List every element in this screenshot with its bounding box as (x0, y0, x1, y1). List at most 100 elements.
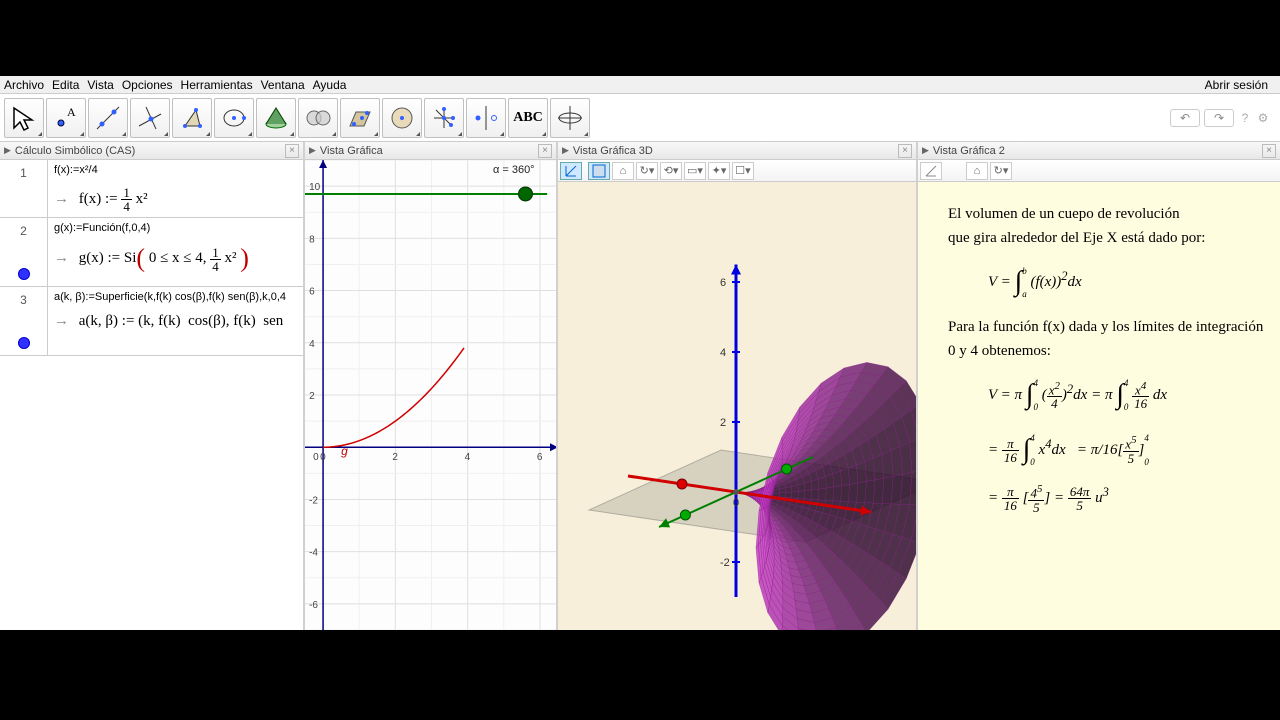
text-p3: Para la función f(x) dada y los límites … (948, 315, 1264, 339)
undo-button[interactable]: ↶ (1170, 109, 1200, 127)
close-icon[interactable]: × (898, 144, 912, 158)
tool-point[interactable]: A (46, 98, 86, 138)
clip-button[interactable]: ✦▾ (708, 162, 730, 180)
tool-pyramid[interactable] (382, 98, 422, 138)
pane-view3d: ▶ Vista Gráfica 3D × ⌂ ↻▾ ⟲▾ ▭▾ ✦▾ ☐▾ -2… (558, 142, 918, 630)
menu-opciones[interactable]: Opciones (122, 78, 173, 92)
svg-text:2: 2 (392, 452, 398, 463)
svg-text:4: 4 (720, 347, 726, 359)
collapse-icon[interactable]: ▶ (562, 145, 569, 156)
home-button[interactable]: ⌂ (966, 162, 988, 180)
help-icon[interactable]: ? (1238, 111, 1252, 125)
svg-text:8: 8 (309, 234, 315, 245)
svg-text:-4: -4 (309, 548, 318, 559)
cas-input[interactable]: f(x):=x²/4 (54, 164, 297, 176)
menu-vista[interactable]: Vista (87, 78, 113, 92)
tool-plane[interactable] (340, 98, 380, 138)
capture-button[interactable]: ↻▾ (990, 162, 1012, 180)
pane-view2-title: Vista Gráfica 2 (933, 145, 1005, 157)
app-window: Archivo Edita Vista Opciones Herramienta… (0, 76, 1280, 630)
toolbar: A ABC ↶ ↷ ? ⚙ (0, 94, 1280, 142)
pane-graph-title: Vista Gráfica (320, 145, 383, 157)
formula-step2: = π16 ∫40 x4dx = π/16[x55]40 (988, 428, 1264, 473)
text-p2: que gira alrededor del Eje X está dado p… (948, 226, 1264, 250)
pane-cas-title: Cálculo Simbólico (CAS) (15, 145, 135, 157)
menu-ventana[interactable]: Ventana (261, 78, 305, 92)
svg-text:-2: -2 (309, 495, 318, 506)
close-icon[interactable]: × (538, 144, 552, 158)
graph2d-canvas[interactable]: 0 2 4 6 -6 -4 -2 2 4 6 8 10 0 g α = 360° (305, 160, 556, 630)
cas-row[interactable]: 1f(x):=x²/4→ f(x) := 14 x² (0, 160, 303, 218)
svg-text:4: 4 (465, 452, 471, 463)
redo-button[interactable]: ↷ (1204, 109, 1234, 127)
settings-icon[interactable]: ⚙ (1256, 111, 1270, 125)
view3d-canvas[interactable]: -2 2 4 6 0 (558, 182, 916, 630)
tool-circle[interactable] (214, 98, 254, 138)
visibility-dot[interactable] (18, 268, 30, 280)
cas-input[interactable]: a(k, β):=Superficie(k,f(k) cos(β),f(k) s… (54, 291, 297, 303)
cas-output: → f(x) := 14 x² (54, 186, 297, 213)
pane-cas-header: ▶ Cálculo Simbólico (CAS) × (0, 142, 303, 160)
formula-general: V = ∫ba (f(x))2dx (988, 260, 1264, 305)
projection-button[interactable]: ▭▾ (684, 162, 706, 180)
view2-toolbar: ⌂ ↻▾ (918, 160, 1280, 182)
tool-text[interactable]: ABC (508, 98, 548, 138)
visibility-dot[interactable] (18, 337, 30, 349)
menu-edita[interactable]: Edita (52, 78, 79, 92)
menu-archivo[interactable]: Archivo (4, 78, 44, 92)
text-content: El volumen de un cuepo de revolución que… (918, 182, 1280, 630)
svg-text:2: 2 (309, 391, 315, 402)
tool-line[interactable] (88, 98, 128, 138)
collapse-icon[interactable]: ▶ (922, 145, 929, 156)
capture-button[interactable]: ↻▾ (636, 162, 658, 180)
cas-input[interactable]: g(x):=Función(f,0,4) (54, 222, 297, 234)
axes-toggle[interactable] (560, 162, 582, 180)
cas-row[interactable]: 3a(k, β):=Superficie(k,f(k) cos(β),f(k) … (0, 287, 303, 356)
svg-text:10: 10 (309, 182, 321, 193)
tool-polygon[interactable] (172, 98, 212, 138)
svg-text:0: 0 (320, 452, 326, 463)
view-button[interactable]: ☐▾ (732, 162, 754, 180)
cas-body: 1f(x):=x²/4→ f(x) := 14 x²2g(x):=Función… (0, 160, 303, 630)
formula-step1: V = π ∫40 (x24)2dx = π ∫40 x416 dx (988, 373, 1264, 418)
svg-text:0: 0 (733, 497, 739, 509)
view3d-toolbar: ⌂ ↻▾ ⟲▾ ▭▾ ✦▾ ☐▾ (558, 160, 916, 182)
pane-graph: ▶ Vista Gráfica × 0 2 4 6 -6 -4 -2 2 4 6 8 10 0 g α = … (305, 142, 558, 630)
tool-intersect-surfaces[interactable] (256, 98, 296, 138)
tool-reflect[interactable] (466, 98, 506, 138)
close-icon[interactable]: × (285, 144, 299, 158)
svg-text:6: 6 (537, 452, 543, 463)
close-icon[interactable]: × (1262, 144, 1276, 158)
formula-result: = π16 [455] = 64π5 u3 (988, 482, 1264, 513)
pane-view2: ▶ Vista Gráfica 2 × ⌂ ↻▾ El volumen de u… (918, 142, 1280, 630)
pane-view3d-title: Vista Gráfica 3D (573, 145, 653, 157)
svg-text:g: g (341, 444, 348, 458)
home-button[interactable]: ⌂ (612, 162, 634, 180)
svg-text:6: 6 (720, 277, 726, 289)
menu-herramientas[interactable]: Herramientas (181, 78, 253, 92)
tool-sphere[interactable] (298, 98, 338, 138)
text-p1: El volumen de un cuepo de revolución (948, 202, 1264, 226)
axes-toggle[interactable] (920, 162, 942, 180)
svg-text:0: 0 (313, 452, 319, 463)
svg-text:2: 2 (720, 417, 726, 429)
svg-text:-6: -6 (309, 600, 318, 611)
svg-text:4: 4 (309, 339, 315, 350)
tool-perpendicular[interactable] (130, 98, 170, 138)
rotate-button[interactable]: ⟲▾ (660, 162, 682, 180)
grid-toggle[interactable] (588, 162, 610, 180)
collapse-icon[interactable]: ▶ (4, 145, 11, 156)
svg-text:6: 6 (309, 287, 315, 298)
svg-text:α = 360°: α = 360° (493, 164, 535, 176)
collapse-icon[interactable]: ▶ (309, 145, 316, 156)
pane-cas: ▶ Cálculo Simbólico (CAS) × 1f(x):=x²/4→… (0, 142, 305, 630)
tool-move[interactable] (4, 98, 44, 138)
tool-rotate-view[interactable] (550, 98, 590, 138)
svg-text:-2: -2 (720, 557, 730, 569)
menu-ayuda[interactable]: Ayuda (313, 78, 347, 92)
cas-row[interactable]: 2g(x):=Función(f,0,4)→ g(x) := Si( 0 ≤ x… (0, 218, 303, 287)
login-link[interactable]: Abrir sesión (1205, 78, 1268, 92)
tool-net[interactable] (424, 98, 464, 138)
menubar: Archivo Edita Vista Opciones Herramienta… (0, 76, 1280, 94)
cas-output: → g(x) := Si( 0 ≤ x ≤ 4, 14 x² ) (54, 244, 297, 274)
